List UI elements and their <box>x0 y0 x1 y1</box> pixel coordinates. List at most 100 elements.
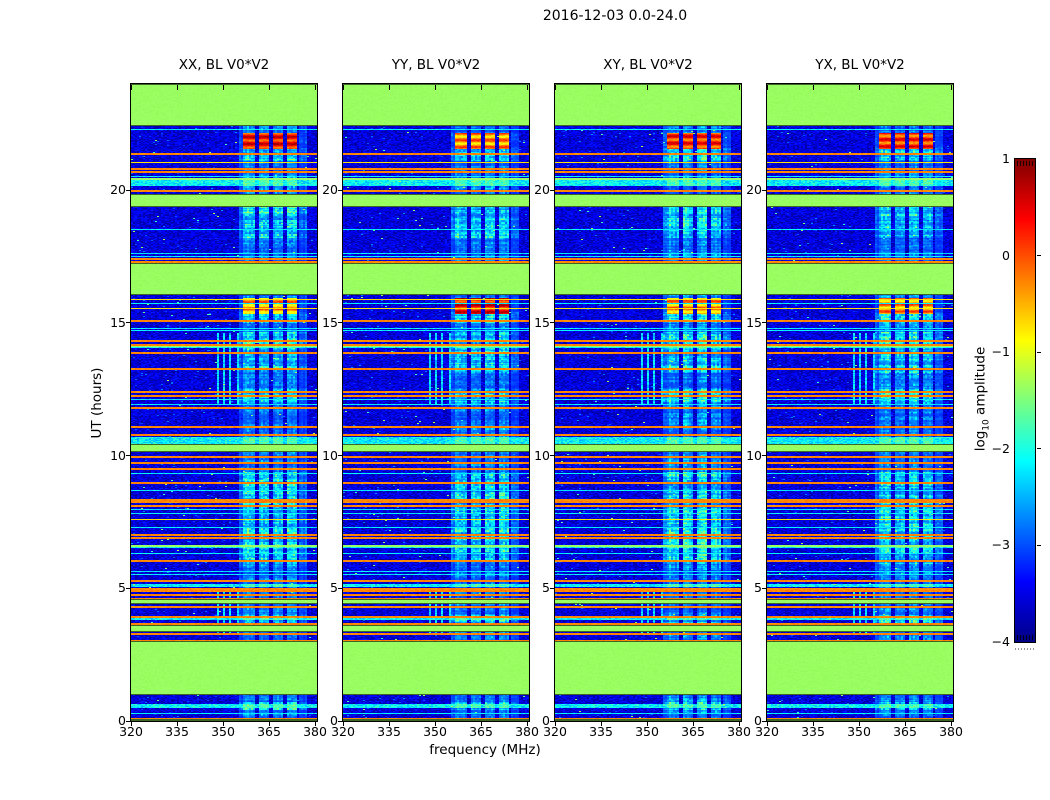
x-tick-mark <box>858 722 860 726</box>
x-tick-mark-top <box>858 85 860 90</box>
x-tick-mark <box>388 722 390 726</box>
x-tick-label: 350 <box>635 724 659 739</box>
colorbar-tick-label: 1 <box>1002 151 1010 166</box>
y-tick-mark <box>126 720 130 722</box>
y-tick-label: 15 <box>746 314 762 330</box>
x-tick-label: 350 <box>423 724 447 739</box>
x-tick-label: 350 <box>847 724 871 739</box>
colorbar-label: log10 amplitude <box>973 347 992 452</box>
x-tick-mark-top <box>222 85 224 90</box>
y-tick-mark <box>550 189 554 191</box>
x-tick-mark <box>950 722 952 726</box>
y-tick-mark <box>762 189 766 191</box>
panel-title-yy: YY, BL V0*V2 <box>391 57 481 73</box>
y-tick-mark <box>338 587 342 589</box>
x-tick-mark <box>130 722 132 726</box>
x-tick-mark <box>480 722 482 726</box>
x-axis-label: frequency (MHz) <box>429 742 541 758</box>
y-tick-mark <box>762 455 766 457</box>
x-tick-mark-top <box>480 85 482 90</box>
y-tick-mark <box>338 322 342 324</box>
spectrogram-canvas-xx <box>131 84 317 721</box>
spectrogram-panel-xy <box>555 84 741 721</box>
x-tick-mark-top <box>554 85 556 90</box>
panel-title-xy: XY, BL V0*V2 <box>603 57 693 73</box>
y-tick-label: 0 <box>330 713 338 728</box>
x-tick-label: 380 <box>515 724 539 739</box>
x-tick-mark-top <box>646 85 648 90</box>
colorbar-tick-label: −4 <box>991 634 1010 649</box>
x-tick-label: 350 <box>211 724 235 739</box>
x-tick-label: 365 <box>257 724 281 739</box>
colorbar-tick-mark <box>1037 351 1041 353</box>
x-tick-mark <box>554 722 556 726</box>
x-tick-mark <box>268 722 270 726</box>
colorbar-tick-label: −2 <box>991 440 1010 456</box>
x-tick-label: 320 <box>755 724 779 739</box>
x-tick-label: 335 <box>377 724 401 739</box>
x-tick-label: 320 <box>119 724 143 739</box>
y-tick-label: 20 <box>746 182 762 198</box>
x-tick-label: 320 <box>331 724 355 739</box>
colorbar-tick-label: 0 <box>1002 247 1010 263</box>
x-tick-mark-top <box>904 85 906 90</box>
colorbar-tick-mark <box>1037 544 1041 546</box>
x-tick-label: 380 <box>303 724 327 739</box>
x-tick-mark <box>526 722 528 726</box>
figure-title: 2016-12-03 0.0-24.0 <box>542 8 688 24</box>
x-tick-mark <box>738 722 740 726</box>
x-tick-label: 320 <box>543 724 567 739</box>
y-tick-label: 10 <box>534 447 550 463</box>
colorbar-bottom-hatch <box>1017 635 1033 640</box>
panel-title-xx: XX, BL V0*V2 <box>178 57 270 73</box>
y-tick-label: 0 <box>542 713 550 728</box>
x-tick-label: 335 <box>165 724 189 739</box>
colorbar-tick-mark <box>1037 255 1041 257</box>
x-tick-mark <box>692 722 694 726</box>
y-tick-label: 15 <box>110 314 126 330</box>
x-tick-label: 335 <box>801 724 825 739</box>
y-tick-mark <box>762 322 766 324</box>
x-tick-mark <box>812 722 814 726</box>
colorbar-extend-dots <box>1015 648 1035 650</box>
x-tick-label: 335 <box>589 724 613 739</box>
y-tick-mark <box>126 455 130 457</box>
x-tick-label: 380 <box>939 724 963 739</box>
x-tick-mark-top <box>388 85 390 90</box>
y-axis-label: UT (hours) <box>89 367 105 439</box>
y-tick-label: 10 <box>746 447 762 463</box>
x-tick-mark-top <box>738 85 740 90</box>
y-tick-mark <box>338 455 342 457</box>
x-tick-mark-top <box>130 85 132 90</box>
x-tick-mark-top <box>176 85 178 90</box>
y-tick-mark <box>550 455 554 457</box>
x-tick-mark <box>904 722 906 726</box>
panel-title-yx: YX, BL V0*V2 <box>815 57 905 73</box>
y-tick-label: 5 <box>118 580 126 596</box>
x-tick-mark-top <box>526 85 528 90</box>
y-tick-mark <box>338 189 342 191</box>
y-tick-mark <box>550 720 554 722</box>
y-tick-label: 20 <box>534 182 550 198</box>
x-tick-mark <box>766 722 768 726</box>
spectrogram-canvas-xy <box>555 84 741 721</box>
spectrogram-panel-yx <box>767 84 953 721</box>
colorbar-label-sub: 10 <box>981 419 992 431</box>
x-tick-mark-top <box>812 85 814 90</box>
spectrogram-panel-xx <box>131 84 317 721</box>
y-tick-label: 0 <box>754 713 762 728</box>
colorbar-tick-mark <box>1037 448 1041 450</box>
x-tick-mark-top <box>314 85 316 90</box>
y-tick-label: 5 <box>754 580 762 596</box>
x-tick-mark <box>342 722 344 726</box>
x-tick-mark-top <box>766 85 768 90</box>
colorbar-top-hatch <box>1017 161 1033 166</box>
x-tick-mark <box>600 722 602 726</box>
x-tick-label: 365 <box>893 724 917 739</box>
y-tick-mark <box>550 587 554 589</box>
y-tick-mark <box>550 322 554 324</box>
y-tick-mark <box>126 322 130 324</box>
y-tick-mark <box>126 189 130 191</box>
y-tick-label: 0 <box>118 713 126 728</box>
